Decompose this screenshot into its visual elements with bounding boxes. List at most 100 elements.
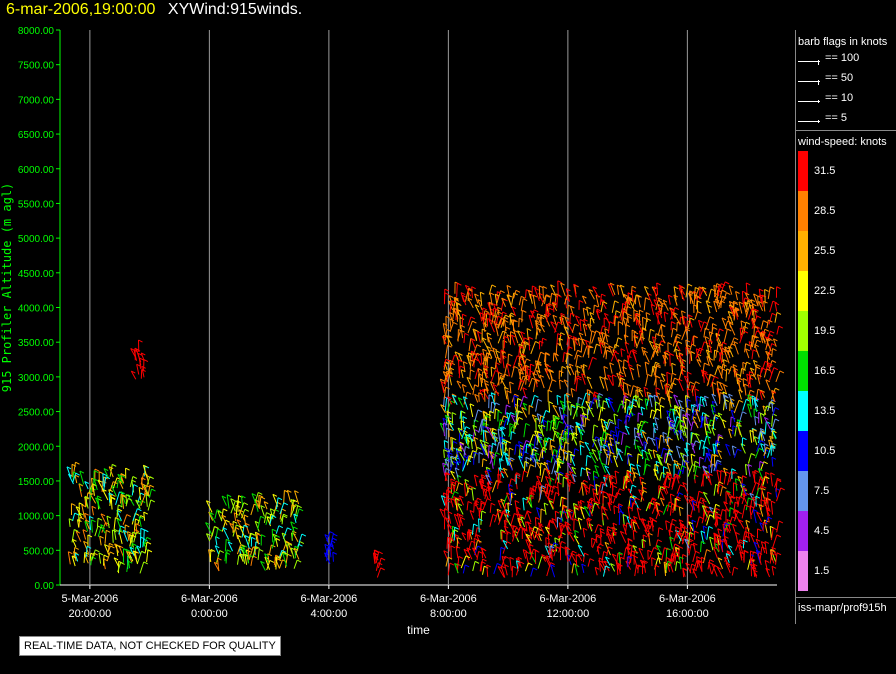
wind-barb [572,336,579,346]
wind-barb-flag [492,442,497,446]
wind-barb-flag [525,521,530,525]
wind-barb [762,405,767,416]
wind-barb [570,404,572,416]
wind-barb [254,521,260,532]
wind-barb-flag [445,358,451,362]
wind-barb [598,407,602,421]
wind-barb [209,549,212,562]
wind-barb-flag [444,288,450,292]
wind-barb [719,486,723,497]
wind-barb [706,356,710,367]
wind-barb-flag [708,473,713,476]
wind-barb [519,396,524,408]
wind-barb-flag [710,404,716,408]
wind-barb [586,518,589,529]
wind-barb-flag [284,540,290,544]
wind-barb [639,328,643,341]
wind-barb-flag [474,474,479,478]
wind-barb [479,443,486,456]
wind-barb-flag [653,468,658,472]
wind-barb-flag [685,442,691,446]
wind-barb-flag [726,550,732,554]
wind-barb [528,315,534,329]
wind-barb-flag [79,470,85,474]
wind-barb-flag [525,533,531,537]
wind-barb [745,497,749,511]
wind-barb [631,467,636,478]
wind-barb-flag [534,394,539,398]
wind-barb-flag [686,387,692,391]
wind-barb-flag [742,411,747,415]
wind-barb [643,560,646,573]
wind-barb [453,480,457,492]
wind-barb [571,466,577,475]
wind-barb-flag [709,316,715,320]
wind-barb [589,312,595,324]
wind-barb [725,562,731,574]
wind-barb [279,502,285,515]
wind-barb-flag [639,476,645,480]
wind-barb [771,399,774,412]
wind-barb-flag [617,337,623,341]
wind-barb [693,465,698,480]
wind-barb-flag [619,488,624,492]
wind-barb [534,288,540,302]
wind-barb-flag [517,556,523,560]
wind-barb-flag [525,551,530,555]
wind-barb-flag [744,504,750,508]
wind-barb [534,320,541,333]
wind-barb [728,366,732,375]
wind-barb-flag [731,495,736,499]
wind-barb-flag [768,338,773,341]
wind-barb-flag [462,384,467,387]
wind-barb [579,445,582,456]
wind-barb-flag [614,351,620,355]
wind-barb-flag [441,495,446,498]
wind-barb-flag [518,362,523,366]
wind-barb [759,391,763,401]
wind-barb-flag [704,446,709,450]
wind-barb-flag [536,480,542,484]
wind-barb [474,293,479,304]
wind-barb [762,329,766,340]
wind-barb [472,328,478,341]
wind-barb-flag [471,350,476,354]
y-tick-label: 4000.00 [18,304,55,315]
wind-barb-flag [500,349,506,353]
wind-barb-flag [733,341,739,344]
wind-barb [467,297,474,309]
wind-barb-flag [205,522,210,526]
wind-barb-flag [614,344,620,347]
wind-barb-flag [281,549,287,553]
wind-barb-flag [237,534,242,538]
wind-barb-flag [634,472,639,475]
wind-barb [443,359,447,368]
wind-barb-flag [582,323,588,327]
wind-barb-flag [733,471,738,475]
wind-barb [636,453,639,464]
wind-barb [679,452,686,463]
wind-barb [85,519,90,530]
y-tick-label: 1000.00 [18,512,55,523]
wind-barb-flag [722,486,727,489]
wind-barb [713,484,717,496]
wind-barb-flag [525,539,530,543]
wind-barb-flag [681,358,687,362]
wind-barb-flag [724,556,729,560]
wind-barb [598,332,604,345]
wind-barb [282,553,288,567]
wind-barb [623,334,627,344]
wind-barb [462,564,466,574]
wind-barb [683,375,689,386]
wind-barb-flag [724,527,729,531]
wind-barb-flag [72,538,77,542]
wind-barb-flag [583,318,588,322]
wind-barb-flag [679,506,684,510]
wind-barb-flag [452,440,458,444]
wind-barb [500,314,506,328]
wind-barb [487,445,490,459]
wind-barb [509,491,512,506]
wind-barb-flag [555,416,560,420]
wind-barb [645,502,650,512]
wind-barb [470,338,476,350]
